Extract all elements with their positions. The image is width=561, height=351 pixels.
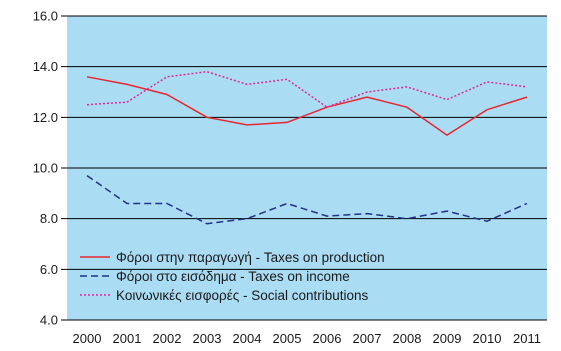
x-tick-label: 2007 xyxy=(353,331,382,346)
legend-label: Κοινωνικές εισφορές - Social contributio… xyxy=(116,288,369,303)
legend-label: Φόροι στην παραγωγή - Taxes on productio… xyxy=(116,250,385,265)
y-axis-ticks: 4.0 6.0 8.0 10.0 12.0 14.0 16.0 xyxy=(33,9,58,328)
x-tick-label: 2008 xyxy=(393,331,422,346)
y-tick-label: 14.0 xyxy=(33,59,58,74)
x-tick-label: 2003 xyxy=(193,331,222,346)
y-tick-label: 10.0 xyxy=(33,161,58,176)
x-axis-ticks: 2000 2001 2002 2003 2004 2005 2006 2007 2008 2009… xyxy=(73,331,541,346)
gridlines xyxy=(61,15,547,321)
y-tick-label: 16.0 xyxy=(33,9,58,24)
x-tick-label: 2004 xyxy=(233,331,262,346)
series-lines xyxy=(86,70,528,225)
x-tick-label: 2009 xyxy=(433,331,462,346)
y-tick-label: 12.0 xyxy=(33,110,58,125)
x-tick-label: 2005 xyxy=(273,331,302,346)
x-tick-label: 2001 xyxy=(113,331,142,346)
x-tick-label: 2002 xyxy=(153,331,182,346)
x-tick-label: 2010 xyxy=(473,331,502,346)
x-tick-label: 2006 xyxy=(313,331,342,346)
legend: Φόροι στην παραγωγή - Taxes on productio… xyxy=(80,250,385,303)
y-tick-label: 4.0 xyxy=(40,313,58,328)
y-tick-label: 8.0 xyxy=(40,211,58,226)
series-line-1 xyxy=(86,174,528,225)
series-line-0 xyxy=(86,76,528,136)
x-tick-label: 2011 xyxy=(513,331,541,346)
legend-label: Φόροι στο εισόδημα - Taxes on income xyxy=(116,269,350,284)
y-tick-label: 6.0 xyxy=(40,262,58,277)
x-tick-label: 2000 xyxy=(73,331,102,346)
